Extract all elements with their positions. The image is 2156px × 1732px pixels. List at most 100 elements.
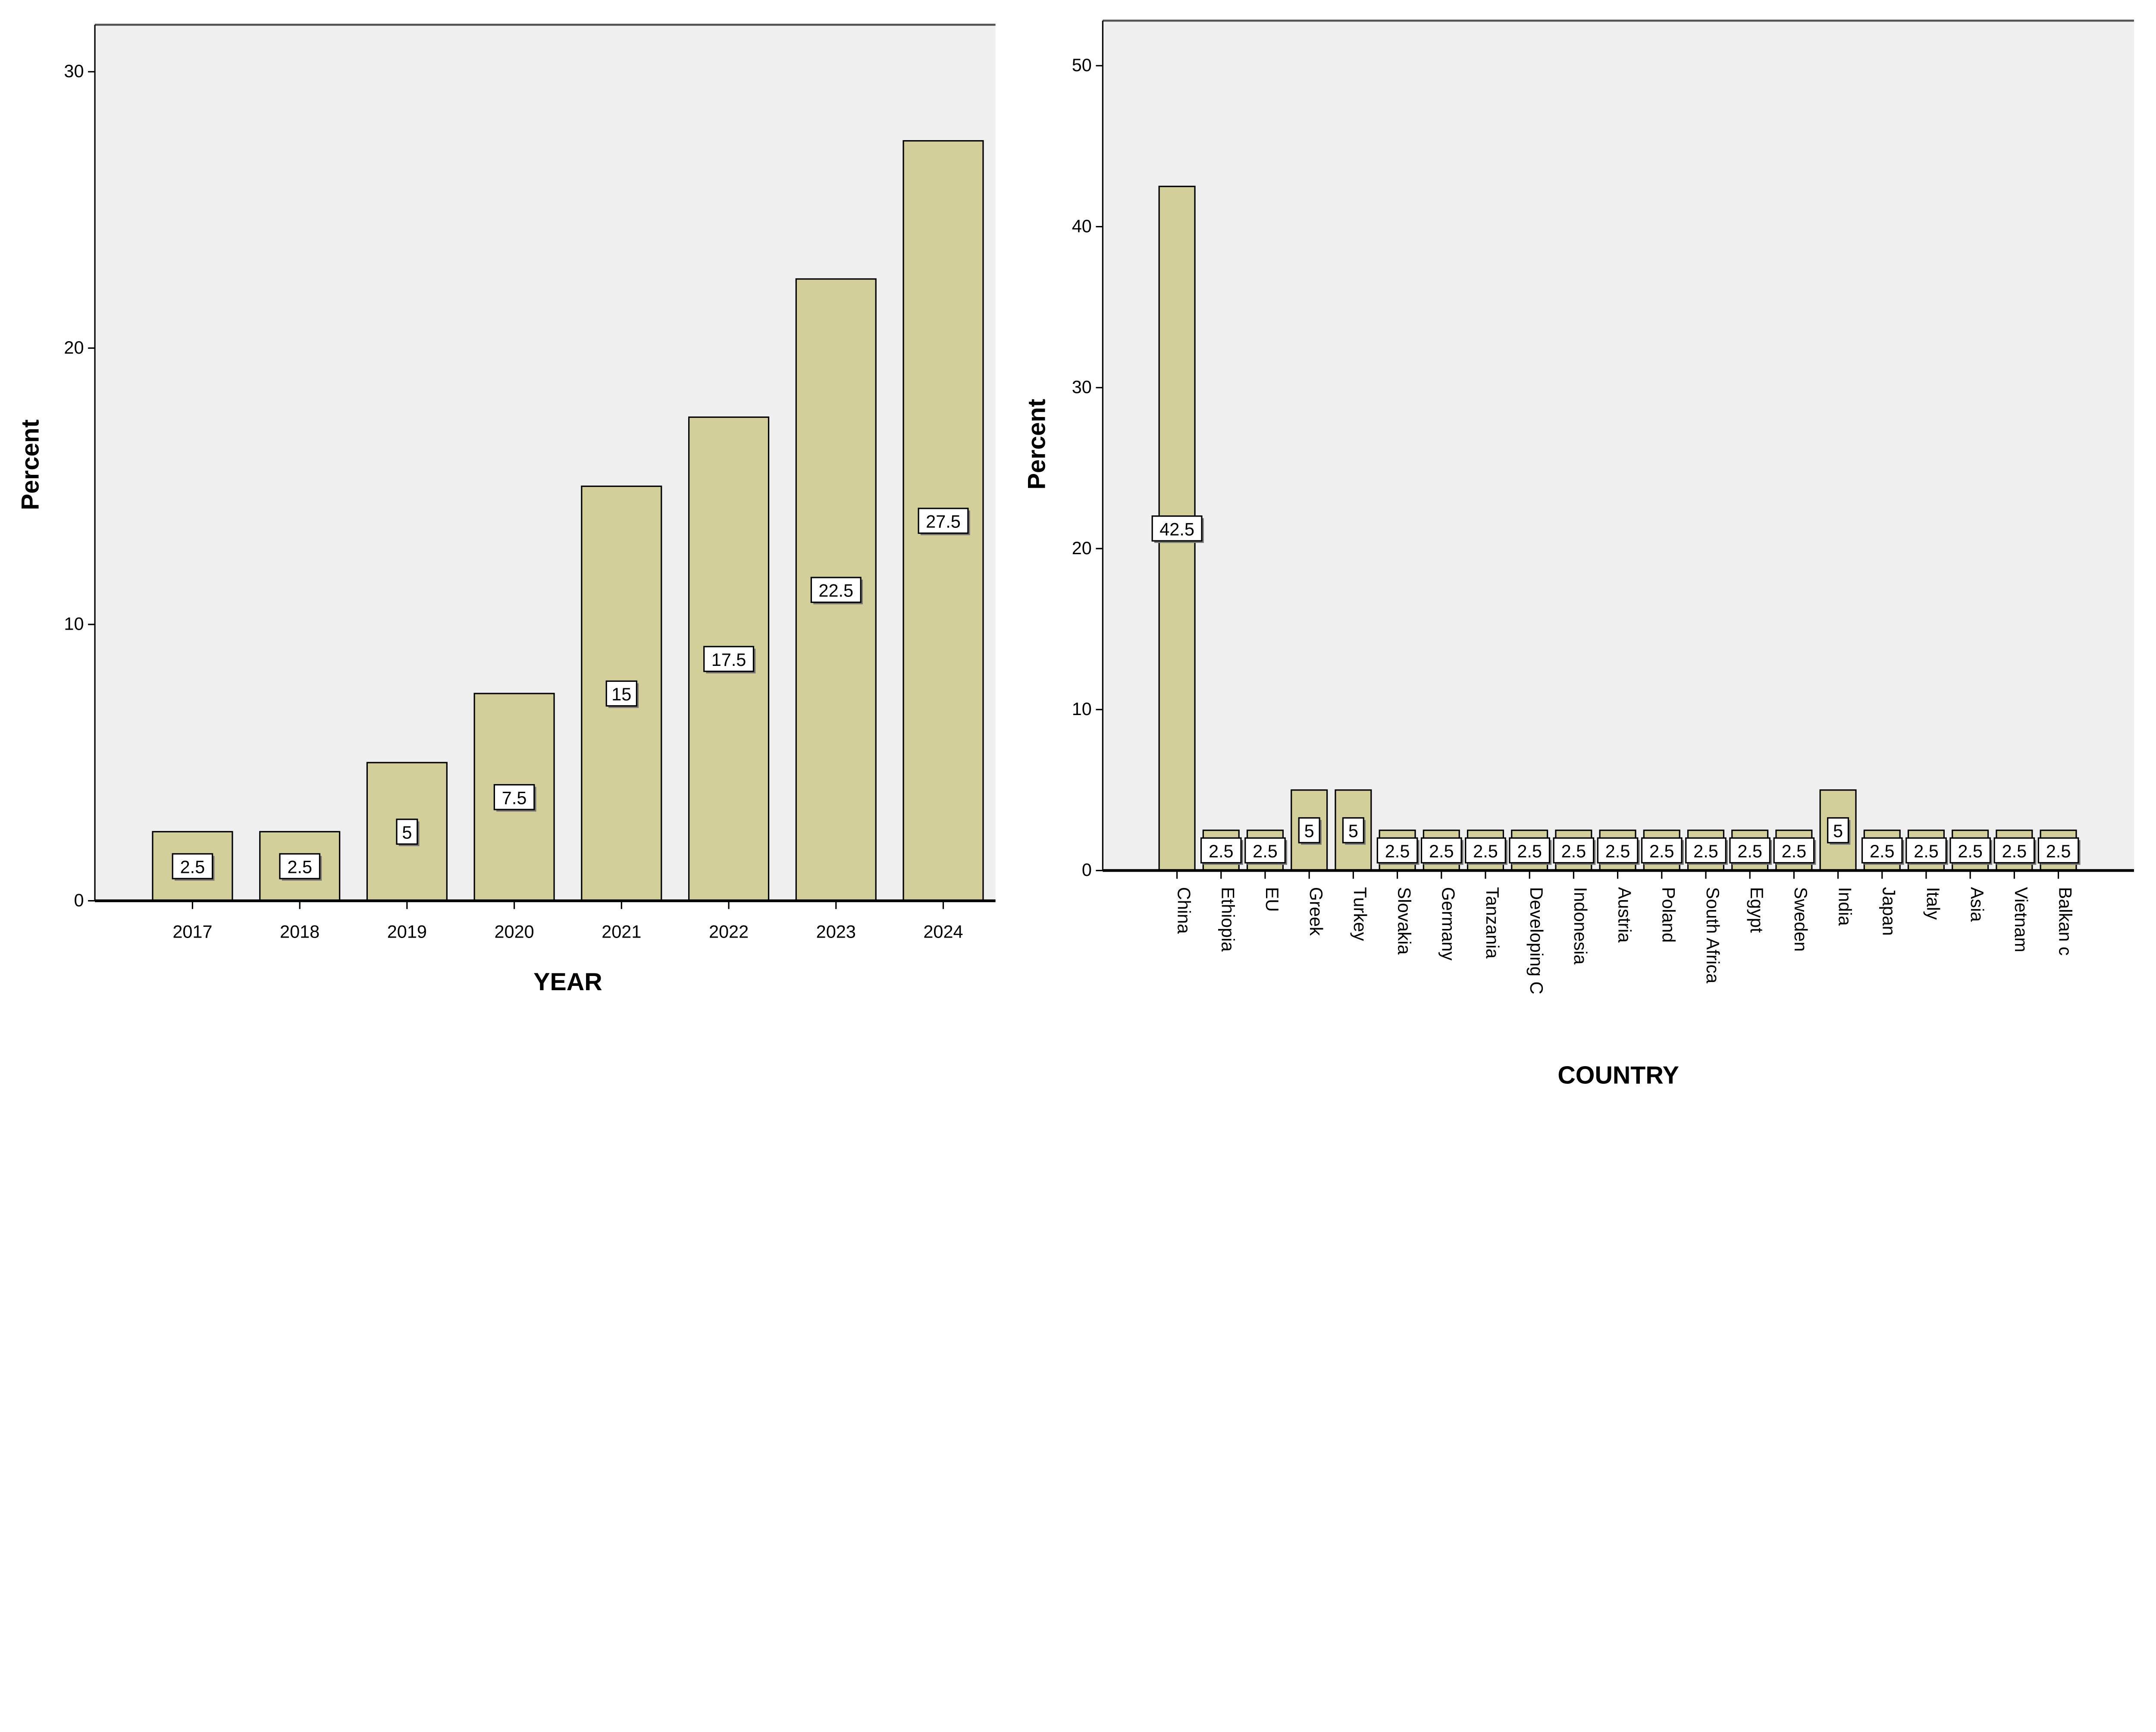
y-tick-label: 50 [1072,55,1092,75]
y-axis-title: Percent [1023,399,1050,489]
data-label-box [1827,817,1849,844]
data-label: 2.5 [1649,841,1674,861]
data-label-box [172,853,213,879]
x-tick-label: 2017 [172,922,212,942]
x-tick-label: South Africa [1703,887,1723,984]
x-tick-label: Japan [1879,887,1899,936]
data-label-box [1993,837,2035,864]
x-axis-title: COUNTRY [1557,1062,1679,1089]
x-tick-label: EU [1262,887,1282,912]
x-tick-label: Turkey [1350,887,1370,941]
data-label-box [1861,837,1903,864]
data-label: 2.5 [1605,841,1630,861]
data-label-box [1200,837,1242,864]
x-tick-label: Slovakia [1394,887,1414,955]
data-label-box [1949,837,1991,864]
data-label: 2.5 [1782,841,1807,861]
data-label: 7.5 [502,788,527,808]
y-tick-label: 30 [1072,377,1092,397]
data-label: 2.5 [1561,841,1586,861]
data-label-box [1244,837,1286,864]
data-label-box [1298,817,1320,844]
x-tick-label: 2019 [387,922,427,942]
data-label: 2.5 [1737,841,1762,861]
data-label: 2.5 [1209,841,1234,861]
data-label-box [493,784,535,810]
data-label: 2.5 [1253,841,1278,861]
data-label-box [1773,837,1815,864]
data-label: 42.5 [1159,519,1194,539]
x-tick-label: Egypt [1747,887,1767,933]
data-label: 2.5 [1385,841,1410,861]
x-tick-label: Vietnam [2011,887,2031,952]
y-tick-label: 10 [64,614,84,634]
data-label: 2.5 [180,857,205,877]
x-tick-label: 2018 [280,922,320,942]
x-tick-label: 2023 [816,922,856,942]
y-tick-label: 20 [64,337,84,358]
data-label-box [810,577,862,603]
data-label: 15 [611,684,631,704]
data-label-box [1509,837,1551,864]
data-label-box [703,646,755,672]
x-tick-label: Indonesia [1570,887,1591,965]
data-label: 22.5 [818,580,853,601]
data-label: 2.5 [1693,841,1718,861]
y-tick-label: 20 [1072,538,1092,558]
data-label-box [1420,837,1462,864]
country-chart: 0 10 20 30 40 50 42.5 China 2.5 Ethiopia 2.5 EU 5 Gre… [1023,19,2134,1089]
x-tick-label: Asia [1967,887,1987,922]
data-label-box [1553,837,1595,864]
data-label: 2.5 [1429,841,1454,861]
x-tick-label: Sweden [1791,887,1811,952]
data-label: 2.5 [1517,841,1542,861]
data-label: 2.5 [1958,841,1983,861]
y-tick-label: 0 [74,890,84,910]
x-tick-label: India [1835,887,1855,926]
y-tick-label: 30 [64,61,84,81]
x-tick-label: 2022 [709,922,749,942]
data-label: 2.5 [2002,841,2027,861]
data-label: 5 [1304,821,1314,841]
y-tick-label: 10 [1072,699,1092,719]
data-label-box [279,853,320,879]
x-tick-label: Tanzania [1482,887,1503,959]
data-label-box [1729,837,1771,864]
x-tick-label: Greek [1306,887,1326,936]
bar [152,831,233,902]
plot-area [1103,20,2134,871]
data-label-box [1905,837,1947,864]
data-label: 2.5 [1914,841,1939,861]
x-axis-title: YEAR [533,968,602,996]
data-label-box [1465,837,1506,864]
x-tick-label: Ethiopia [1218,887,1238,952]
data-label-box [1597,837,1639,864]
data-label-box [396,819,418,845]
data-label-box [2037,837,2079,864]
y-tick-label: 0 [1082,860,1092,880]
data-label-box [1342,817,1364,844]
charts-figure: 0 10 20 30 2.5 2017 2.5 2018 5 2019 7.5 2020 15 2021 1… [16,19,2134,1089]
x-tick-label: Developing C [1526,887,1547,995]
y-tick-label: 40 [1072,216,1092,236]
data-label: 2.5 [1473,841,1498,861]
data-label-box [1376,837,1418,864]
data-label: 17.5 [711,650,746,670]
x-tick-label: 2021 [602,922,641,942]
y-axis-title: Percent [16,420,44,510]
data-label: 5 [1833,821,1843,841]
x-tick-label: Italy [1923,887,1943,920]
x-tick-label: 2020 [495,922,534,942]
data-label: 2.5 [287,857,312,877]
data-label: 27.5 [926,511,961,532]
data-label: 2.5 [1870,841,1895,861]
x-tick-label: Germany [1438,887,1459,961]
data-label-box [1641,837,1683,864]
x-tick-label: 2024 [923,922,963,942]
data-label: 2.5 [2046,841,2071,861]
data-label-box [1685,837,1727,864]
year-chart: 0 10 20 30 2.5 2017 2.5 2018 5 2019 7.5 2020 15 2021 1… [16,24,996,996]
data-label-box [605,680,637,707]
data-label-box [918,508,969,534]
data-label-box [1151,515,1203,542]
